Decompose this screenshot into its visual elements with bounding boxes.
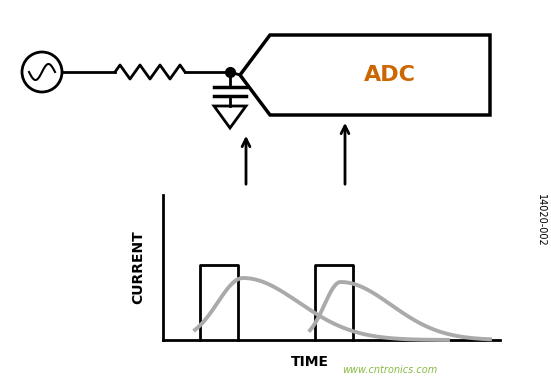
Text: 14020-002: 14020-002: [536, 194, 546, 246]
Text: CURRENT: CURRENT: [131, 231, 145, 305]
Text: www.cntronics.com: www.cntronics.com: [342, 365, 437, 375]
Text: TIME: TIME: [291, 355, 329, 369]
Text: ADC: ADC: [364, 65, 416, 85]
